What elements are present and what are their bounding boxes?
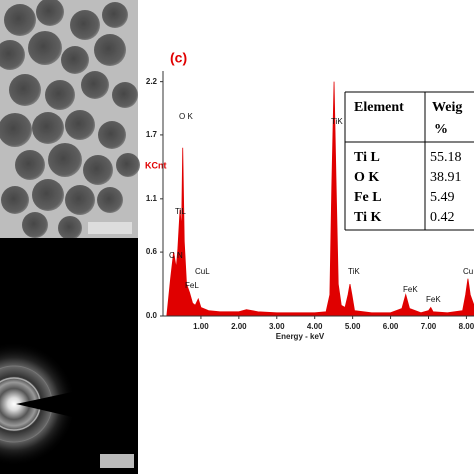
x-tick-label: 2.00 — [231, 322, 247, 331]
y-tick-label: 0.0 — [146, 311, 158, 320]
element-name: O K — [354, 170, 379, 185]
peak-label: FeK — [403, 285, 418, 294]
peak-label: O K — [179, 112, 193, 121]
element-name: Ti K — [354, 210, 381, 225]
element-name: Fe L — [354, 190, 382, 205]
peak-label: C — [169, 251, 175, 260]
y-tick-label: 2.2 — [146, 77, 158, 86]
y-axis-label: KCnt — [145, 160, 167, 170]
x-axis-label: Energy - keV — [276, 332, 325, 341]
peak-label: FeK — [426, 295, 441, 304]
peak-label: N — [177, 251, 183, 260]
x-tick-label: 3.00 — [269, 322, 285, 331]
y-tick-label: 1.7 — [146, 130, 158, 139]
table-unit: % — [434, 122, 448, 137]
panel-label: (c) — [170, 50, 187, 66]
x-tick-label: 5.00 — [345, 322, 361, 331]
x-tick-label: 7.00 — [421, 322, 437, 331]
spectrum-area — [166, 81, 474, 317]
table-header: Element — [354, 100, 404, 115]
x-tick-label: 1.00 — [193, 322, 209, 331]
x-tick-label: 6.00 — [383, 322, 399, 331]
y-tick-label: 1.1 — [146, 194, 158, 203]
peak-label: Cu — [463, 267, 473, 276]
y-tick-label: 0.6 — [146, 247, 158, 256]
peak-label: TiL — [175, 207, 186, 216]
table-header: Weig — [432, 100, 462, 115]
x-tick-label: 4.00 — [307, 322, 323, 331]
data-table: Element Weig % Ti L 55.18 O K 38.91 Fe L 5.49… — [344, 91, 474, 231]
peak-label: CuL — [195, 267, 210, 276]
tem-image — [0, 0, 140, 240]
weight-value: 0.42 — [430, 210, 455, 225]
weight-value: 38.91 — [430, 170, 462, 185]
peak-label: TiK — [348, 267, 360, 276]
x-tick-label: 8.00 — [459, 322, 474, 331]
weight-value: 55.18 — [430, 150, 462, 165]
weight-value: 5.49 — [430, 190, 455, 205]
element-name: Ti L — [354, 150, 380, 165]
peak-label: FeL — [185, 281, 199, 290]
peak-label: TiK — [331, 117, 343, 126]
saed-pattern — [0, 238, 138, 474]
